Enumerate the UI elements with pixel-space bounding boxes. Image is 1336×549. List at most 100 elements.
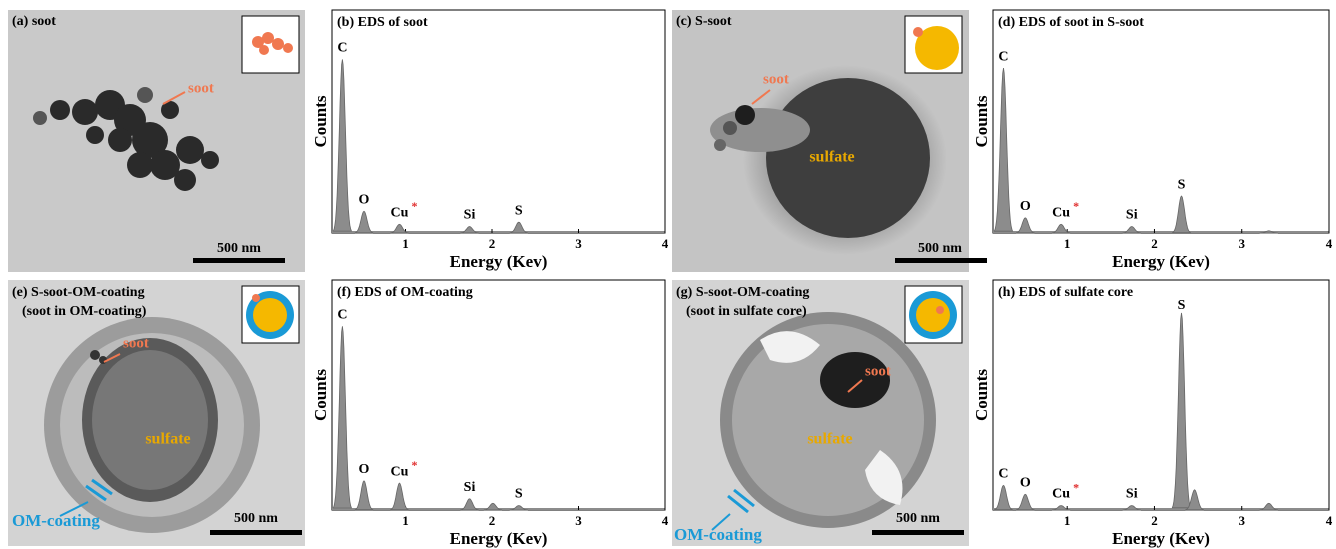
spectrum-peak <box>390 482 409 511</box>
cu-marker: * <box>411 199 417 213</box>
x-tick-label: 4 <box>662 513 669 528</box>
chart-title: (h) EDS of sulfate core <box>998 285 1133 300</box>
panel-label: (e) S-soot-OM-coating <box>12 285 145 300</box>
scale-bar-label: 500 nm <box>217 241 261 256</box>
peak-label: Cu <box>1052 206 1070 221</box>
spectrum-peak <box>1016 217 1035 234</box>
x-tick-label: 3 <box>1238 236 1245 251</box>
peak-label: Si <box>464 208 476 223</box>
cu-marker: * <box>1073 480 1079 494</box>
x-axis-label: Energy (Kev) <box>1112 529 1210 548</box>
spectrum-peak <box>1122 226 1141 234</box>
panel-label: (g) S-soot-OM-coating <box>676 285 809 300</box>
peak-label: Si <box>464 480 476 495</box>
annotation: soot <box>188 80 214 96</box>
annotation: OM-coating <box>12 511 100 530</box>
scale-bar-label: 500 nm <box>896 511 940 526</box>
x-tick-label: 1 <box>402 513 409 528</box>
plot-frame <box>992 279 1330 511</box>
annotation: sulfate <box>145 431 190 448</box>
plot-frame <box>331 279 666 511</box>
spectrum-peak <box>460 498 479 511</box>
spectrum-peak <box>509 505 528 511</box>
cu-marker: * <box>411 458 417 472</box>
spectrum-peak <box>1016 493 1035 511</box>
x-tick-label: 4 <box>1326 236 1333 251</box>
spectrum-peak <box>1185 489 1204 511</box>
spectrum-peak <box>354 480 374 511</box>
peak-label: Cu <box>391 206 409 221</box>
spectrum-peak <box>993 68 1014 232</box>
spectrum-peak <box>1259 502 1278 511</box>
x-tick-label: 2 <box>1151 236 1158 251</box>
peak-label: Si <box>1126 487 1138 502</box>
scale-bar-label: 500 nm <box>918 241 962 256</box>
x-tick-label: 2 <box>1151 513 1158 528</box>
y-axis-label: Counts <box>972 369 991 421</box>
x-axis-label: Energy (Kev) <box>1112 252 1210 271</box>
tem-image-e: (e) S-soot-OM-coating (soot in OM-coatin… <box>8 280 305 546</box>
x-tick-label: 1 <box>1064 236 1071 251</box>
peak-label: Cu <box>391 464 409 479</box>
spectrum-peak <box>390 223 409 234</box>
plot-frame <box>992 9 1330 234</box>
peak-label: C <box>337 41 347 56</box>
x-tick-label: 4 <box>662 236 669 251</box>
x-tick-label: 3 <box>1238 513 1245 528</box>
annotation: sulfate <box>809 149 854 166</box>
tem-image-g: (g) S-soot-OM-coating (soot in sulfate c… <box>672 280 969 546</box>
annotation: soot <box>763 71 789 87</box>
peak-label: C <box>998 49 1008 64</box>
x-tick-label: 2 <box>489 513 496 528</box>
spectrum-peak <box>483 502 503 511</box>
peak-label: Si <box>1126 208 1138 223</box>
spectrum-peak <box>354 210 374 234</box>
x-tick-label: 4 <box>1326 513 1333 528</box>
x-tick-label: 3 <box>575 513 582 528</box>
x-tick-label: 2 <box>489 236 496 251</box>
peak-label: C <box>337 308 347 323</box>
x-axis-label: Energy (Kev) <box>450 529 548 548</box>
chart-title: (b) EDS of soot <box>337 15 428 30</box>
spectrum-peak <box>332 59 353 232</box>
spectrum-peak <box>332 326 353 509</box>
spectrum-peak <box>1172 195 1191 233</box>
peak-label: S <box>1178 298 1186 313</box>
y-axis-label: Counts <box>311 95 330 147</box>
tem-image-c: (c) S-soot soot sulfate 500 nm <box>672 10 987 272</box>
peak-label: Cu <box>1052 487 1070 502</box>
peak-label: O <box>1020 476 1031 491</box>
peak-label: S <box>515 203 523 218</box>
spectrum-peak <box>1171 312 1192 509</box>
annotation: OM-coating <box>674 525 762 544</box>
panel-label: (a) soot <box>12 14 56 29</box>
scale-bar-label: 500 nm <box>234 511 278 526</box>
spectrum-peak <box>509 221 528 234</box>
x-tick-label: 3 <box>575 236 582 251</box>
x-tick-label: 1 <box>402 236 409 251</box>
plot-frame <box>331 9 666 234</box>
y-axis-label: Counts <box>311 369 330 421</box>
spectrum-peak <box>1051 223 1071 234</box>
spectrum-peak <box>1122 505 1141 511</box>
peak-label: S <box>515 487 523 502</box>
tem-image-a: (a) soot soot 500 nm <box>8 10 305 272</box>
chart-title: (f) EDS of OM-coating <box>337 285 473 300</box>
cu-marker: * <box>1073 199 1079 213</box>
chart-title: (d) EDS of soot in S-soot <box>998 15 1144 30</box>
panel-label: (c) S-soot <box>676 14 732 29</box>
panel-sublabel: (soot in OM-coating) <box>22 304 147 319</box>
x-axis-label: Energy (Kev) <box>450 252 548 271</box>
peak-label: C <box>998 467 1008 482</box>
peak-label: O <box>1020 199 1031 214</box>
y-axis-label: Counts <box>972 95 991 147</box>
annotation: soot <box>123 335 149 351</box>
spectrum-peak <box>1259 230 1278 234</box>
peak-label: S <box>1178 177 1186 192</box>
x-tick-label: 1 <box>1064 513 1071 528</box>
annotation: sulfate <box>807 431 852 448</box>
spectrum-peak <box>460 226 479 234</box>
annotation: soot <box>865 363 891 379</box>
spectrum-peak <box>994 484 1013 511</box>
